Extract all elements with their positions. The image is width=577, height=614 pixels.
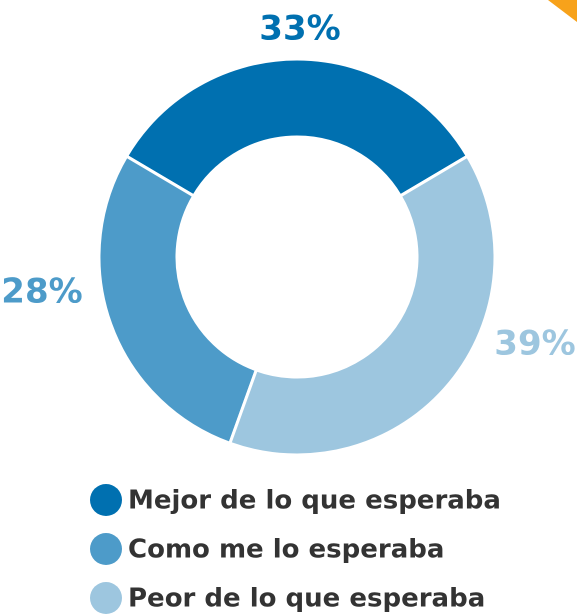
legend-swatch <box>90 484 122 516</box>
donut-slice <box>124 57 470 198</box>
legend-label: Mejor de lo que esperaba <box>128 486 501 516</box>
value-label: 39% <box>494 324 575 364</box>
value-label: 28% <box>1 272 82 312</box>
value-label: 33% <box>259 9 340 49</box>
legend-label: Como me lo esperaba <box>128 535 444 565</box>
legend-swatch <box>90 533 122 565</box>
donut-slice <box>97 154 259 446</box>
legend-swatch <box>90 582 122 614</box>
donut-slice <box>228 154 497 457</box>
legend-label: Peor de lo que esperaba <box>128 584 485 614</box>
corner-decoration <box>548 0 577 22</box>
